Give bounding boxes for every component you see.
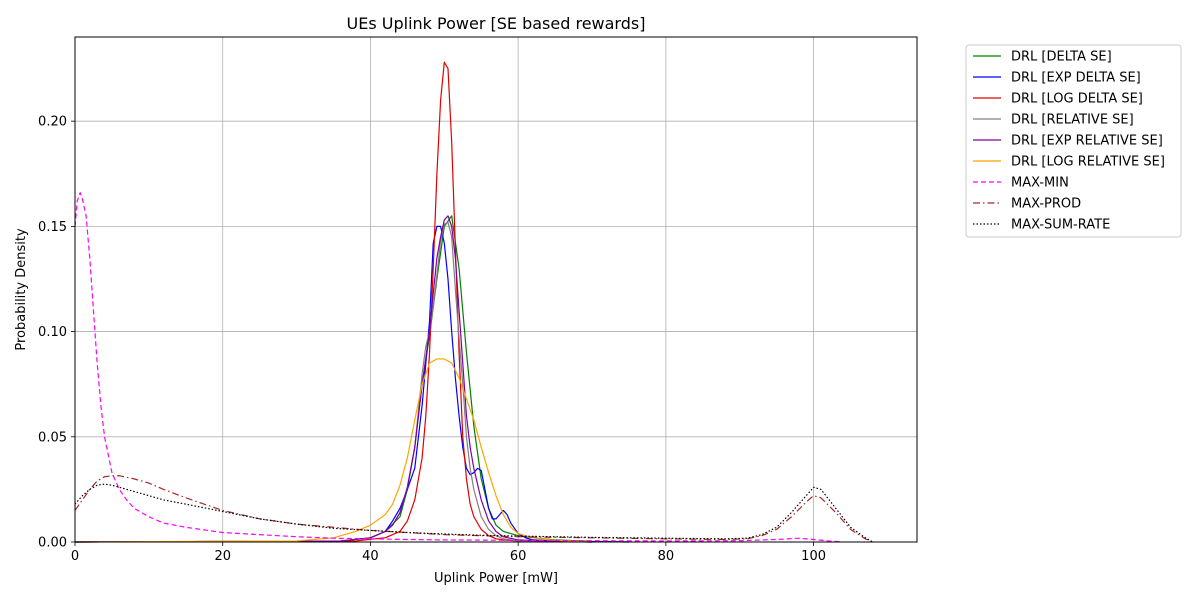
- y-tick-label: 0.15: [38, 220, 67, 235]
- x-axis-title: Uplink Power [mW]: [434, 571, 558, 586]
- x-tick-label: 80: [658, 549, 675, 564]
- x-tick-label: 20: [214, 549, 231, 564]
- legend-label: DRL [DELTA SE]: [1011, 50, 1112, 65]
- legend-label: DRL [RELATIVE SE]: [1011, 113, 1134, 128]
- series-line-6: [74, 358, 593, 543]
- y-tick-label: 0.10: [38, 325, 67, 340]
- x-tick-label: 100: [801, 549, 826, 564]
- y-tick-label: 0.00: [38, 536, 67, 551]
- legend-label: MAX-PROD: [1011, 197, 1081, 212]
- y-axis-title: Probability Density: [14, 228, 29, 351]
- legend-label: DRL [LOG RELATIVE SE]: [1011, 155, 1165, 170]
- y-tick-label: 0.05: [38, 430, 67, 445]
- x-tick-label: 40: [362, 549, 379, 564]
- legend-label: MAX-MIN: [1011, 176, 1069, 191]
- x-tick-label: 0: [71, 549, 79, 564]
- series-line-3: [74, 61, 593, 543]
- legend: DRL [DELTA SE] DRL [EXP DELTA SE] DRL [LOG…: [965, 44, 1182, 238]
- legend-box: [965, 44, 1182, 238]
- series-line-8: [74, 475, 873, 543]
- series-layer: [74, 61, 873, 543]
- legend-label: DRL [EXP DELTA SE]: [1011, 71, 1141, 86]
- legend-label: DRL [LOG DELTA SE]: [1011, 92, 1143, 107]
- plot-frame: [74, 36, 918, 543]
- chart-title: UEs Uplink Power [SE based rewards]: [347, 14, 646, 33]
- x-tick-label: 60: [510, 549, 527, 564]
- ticks: 0 20 40 60 80 100 0.00 0.05 0.10 0.15 0.20: [38, 115, 826, 564]
- series-line-7: [74, 192, 844, 543]
- y-tick-label: 0.20: [38, 115, 67, 130]
- legend-label: DRL [EXP RELATIVE SE]: [1011, 134, 1163, 149]
- series-line-5: [74, 215, 593, 543]
- legend-label: MAX-SUM-RATE: [1011, 218, 1110, 233]
